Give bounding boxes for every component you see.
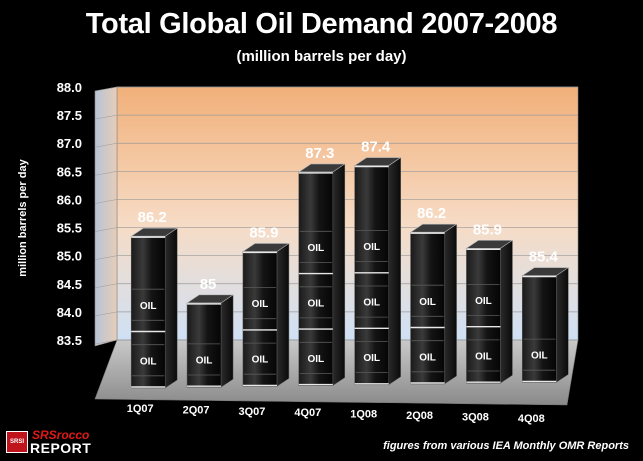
- gridline-side: [94, 311, 118, 317]
- data-label: 87.4: [361, 139, 391, 156]
- barrel-label: OIL: [252, 299, 269, 310]
- barrel-label: OIL: [419, 297, 436, 308]
- bar-1Q07: OIL OIL 86.2: [130, 209, 179, 389]
- data-label: 85.4: [529, 249, 559, 266]
- barrel-label: OIL: [307, 243, 324, 254]
- data-label: 87.3: [305, 145, 334, 162]
- data-label: 85: [200, 276, 217, 293]
- bar-side: [276, 242, 290, 387]
- bar-side: [388, 157, 401, 386]
- y-tick-label: 88.0: [57, 80, 82, 95]
- gridline-side: [94, 227, 118, 232]
- barrel-label: OIL: [140, 356, 157, 367]
- gridline-side: [94, 199, 118, 204]
- x-tick-label: 4Q08: [518, 413, 545, 425]
- bar-front: [354, 165, 389, 386]
- gridline-side: [94, 142, 118, 148]
- bar-top: [353, 157, 402, 166]
- bar-front: [410, 231, 445, 385]
- x-tick-label: 1Q07: [127, 403, 154, 415]
- barrel-label: OIL: [196, 355, 213, 366]
- side-wall: [94, 86, 118, 347]
- x-tick-label: 3Q07: [238, 406, 265, 418]
- bar-side: [220, 294, 234, 388]
- x-tick-label: 4Q07: [294, 407, 321, 419]
- gridline-side: [94, 114, 118, 120]
- y-tick-label: 84.5: [57, 277, 82, 292]
- y-tick-label: 85.5: [57, 221, 82, 236]
- srsrocco-logo: SRSI SRSrocco REPORT: [6, 428, 118, 456]
- barrel-label: OIL: [419, 352, 436, 363]
- x-tick-label: 1Q08: [350, 409, 377, 421]
- gridline-side: [94, 86, 118, 92]
- barrel-label: OIL: [475, 351, 492, 362]
- barrel-label: OIL: [307, 354, 324, 365]
- data-label: 85.9: [473, 221, 502, 238]
- bar-front: [298, 171, 334, 386]
- y-tick-labels: 83.5 84.0 84.5 85.0 85.5 86.0 86.5 87.0 87.5 88.0: [57, 80, 82, 348]
- bar-side: [500, 239, 513, 384]
- bar-4Q08: OIL 85.4: [521, 249, 570, 383]
- gridline-side: [94, 339, 118, 345]
- bars: OILOIL86.2OIL85OILOIL85.9OILOILOIL87.3OI…: [130, 139, 570, 389]
- data-label: 86.2: [138, 209, 167, 226]
- bar-side: [164, 227, 178, 389]
- x-tick-labels: 1Q07 2Q07 3Q07 4Q07 1Q08 2Q08 3Q08 4Q08: [127, 403, 545, 425]
- gridline-side: [94, 283, 118, 289]
- barrel-label: OIL: [363, 298, 380, 309]
- y-tick-label: 86.5: [57, 164, 82, 179]
- barrel-label: OIL: [363, 242, 380, 253]
- bar-1Q08: OIL OIL OIL 87.4: [353, 139, 402, 386]
- bar-2Q08: OIL OIL 86.2: [409, 205, 458, 385]
- bar-side: [332, 163, 346, 387]
- x-tick-label: 3Q08: [462, 411, 489, 423]
- gridline-side: [94, 255, 118, 260]
- bar-side: [444, 223, 457, 385]
- gridline-side: [94, 171, 118, 176]
- logo-bottom-text: REPORT: [30, 440, 92, 456]
- barrel-label: OIL: [140, 301, 157, 312]
- y-tick-label: 86.0: [57, 192, 82, 207]
- logo-mark: SRSI: [6, 431, 28, 453]
- y-tick-label: 87.0: [57, 136, 82, 151]
- bar-top: [465, 239, 514, 249]
- y-tick-label: 85.0: [57, 249, 82, 264]
- bar-2Q07: OIL 85: [186, 276, 235, 388]
- data-label: 85.9: [249, 224, 278, 241]
- x-tick-label: 2Q08: [406, 410, 433, 422]
- barrel-label: OIL: [252, 355, 269, 366]
- bar-top: [241, 243, 290, 252]
- bar-3Q07: OIL OIL 85.9: [241, 224, 290, 387]
- bar-top: [186, 294, 235, 304]
- bar-top: [297, 163, 346, 173]
- source-note: figures from various IEA Monthly OMR Rep…: [383, 440, 629, 452]
- bar-3Q08: OIL OIL 85.9: [465, 221, 514, 384]
- bar-front: [130, 235, 166, 389]
- bar-top: [409, 223, 458, 233]
- y-tick-label: 83.5: [57, 333, 82, 348]
- y-tick-label: 84.0: [57, 305, 82, 320]
- data-label: 86.2: [417, 205, 446, 222]
- y-tick-label: 87.5: [57, 108, 82, 123]
- bar-side: [556, 267, 569, 383]
- y-axis-label: million barrels per day: [17, 158, 29, 276]
- bar-top: [521, 267, 570, 276]
- bar-front: [522, 275, 557, 383]
- barrel-label: OIL: [363, 353, 380, 364]
- chart-title: Total Global Oil Demand 2007-2008: [85, 8, 558, 40]
- logo-top-text: SRSrocco: [32, 428, 90, 442]
- x-tick-label: 2Q07: [183, 404, 210, 416]
- bar-front: [186, 302, 222, 388]
- bar-4Q07: OIL OIL OIL 87.3: [297, 145, 346, 387]
- barrel-label: OIL: [475, 296, 492, 307]
- barrel-label: OIL: [531, 351, 548, 362]
- barrel-label: OIL: [307, 298, 324, 309]
- chart-subtitle: (million barrels per day): [236, 48, 407, 65]
- bar-top: [130, 227, 179, 237]
